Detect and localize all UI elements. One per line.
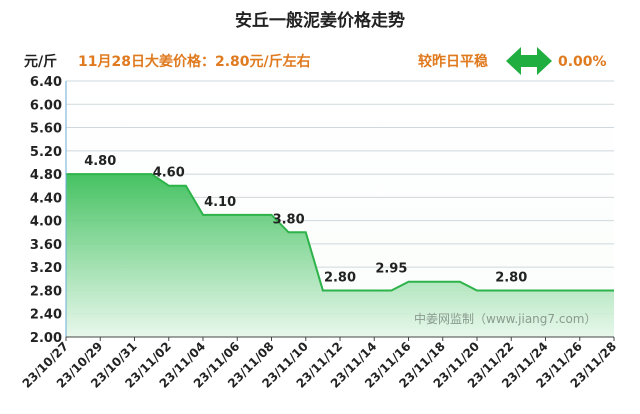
data-labels: 4.80 4.60 4.10 3.80 2.80 2.95 2.80 (84, 154, 527, 285)
y-tick-label: 3.20 (30, 261, 62, 276)
y-tick-label: 3.60 (30, 238, 62, 253)
compare-label: 较昨日平稳 (418, 53, 488, 70)
price-note: 11月28日大姜价格：2.80元/斤左右 (78, 53, 311, 70)
y-axis-ticks: 2.00 2.40 2.80 3.20 3.60 4.00 4.40 4.80 5.20 5.60… (30, 75, 62, 346)
data-label: 2.80 (495, 270, 527, 285)
x-axis-ticks: 23/10/2723/10/2923/10/3123/11/0223/11/04… (20, 337, 619, 391)
double-arrow-icon (506, 47, 552, 75)
y-tick-label: 4.80 (30, 168, 62, 183)
y-tick-label: 5.60 (30, 122, 62, 137)
unit-label: 元/斤 (24, 53, 57, 70)
data-label: 4.10 (204, 195, 236, 210)
data-label: 4.80 (84, 154, 116, 169)
y-tick-label: 4.00 (30, 215, 62, 230)
data-label: 2.80 (324, 270, 356, 285)
y-tick-label: 2.80 (30, 284, 62, 299)
price-line (66, 173, 614, 292)
change-value: 0.00% (558, 54, 607, 70)
y-tick-label: 2.40 (30, 308, 62, 323)
data-label: 3.80 (273, 212, 305, 227)
y-tick-label: 6.40 (30, 75, 62, 90)
y-tick-label: 4.40 (30, 191, 62, 206)
y-tick-label: 6.00 (30, 98, 62, 113)
y-tick-label: 5.20 (30, 145, 62, 160)
data-label: 2.95 (375, 262, 407, 277)
chart-title: 安丘一般泥姜价格走势 (235, 10, 405, 31)
data-label: 4.60 (153, 166, 185, 181)
y-tick-label: 2.00 (30, 331, 62, 346)
watermark: 中姜网监制（www.jiang7.com） (414, 311, 596, 326)
